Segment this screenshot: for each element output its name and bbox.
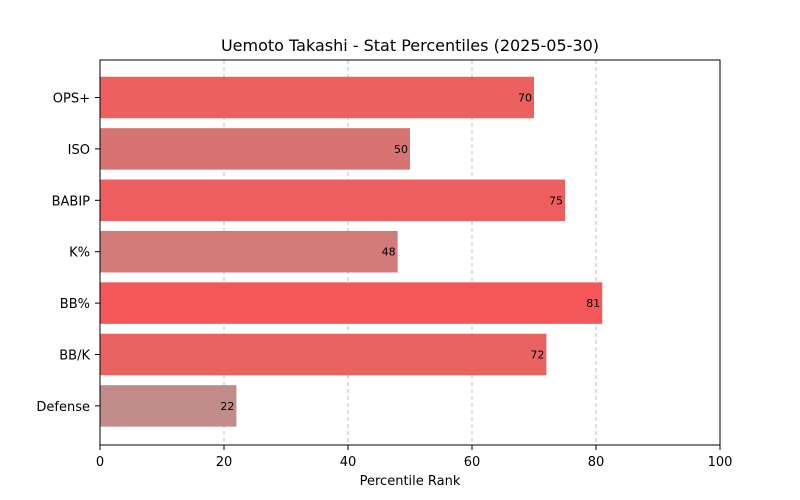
y-tick-label: Defense	[36, 400, 90, 415]
x-tick-label: 100	[708, 455, 733, 470]
bars-group	[100, 76, 603, 427]
x-tick-label: 40	[340, 455, 357, 470]
x-axis: 0 20 40 60 80 100	[96, 445, 733, 470]
x-tick-label: 60	[464, 455, 481, 470]
bar-value-label: 48	[382, 246, 396, 259]
chart-title: Uemoto Takashi - Stat Percentiles (2025-…	[221, 36, 599, 55]
y-tick-label: BABIP	[52, 194, 91, 209]
bar-value-label: 81	[586, 297, 600, 310]
bar-bb-	[100, 282, 603, 324]
bar-value-label: 22	[220, 400, 234, 413]
x-axis-label: Percentile Rank	[360, 474, 461, 489]
bar-value-label: 75	[549, 194, 563, 207]
bar-value-label: 50	[394, 143, 408, 156]
bar-value-label: 70	[518, 92, 532, 105]
bar-bb-k	[100, 333, 547, 376]
x-tick-label: 20	[216, 455, 233, 470]
y-tick-label: K%	[69, 246, 90, 261]
x-tick-label: 80	[588, 455, 605, 470]
y-tick-label: OPS+	[53, 92, 90, 107]
value-labels-group: 70 50 75 48 81 72 22	[220, 92, 600, 413]
y-tick-label: BB/K	[59, 349, 90, 364]
y-tick-label: ISO	[68, 143, 90, 158]
bar-ops-	[100, 76, 534, 119]
bar-iso	[100, 128, 410, 170]
bar-babip	[100, 179, 565, 222]
y-tick-label: BB%	[60, 297, 90, 312]
bar-defense	[100, 385, 237, 427]
bar-k-	[100, 230, 398, 273]
y-axis: OPS+ ISO BABIP K% BB% BB/K Defense	[36, 92, 100, 415]
bar-value-label: 72	[530, 349, 544, 362]
plot-frame	[99, 59, 721, 446]
x-tick-label: 0	[96, 455, 104, 470]
